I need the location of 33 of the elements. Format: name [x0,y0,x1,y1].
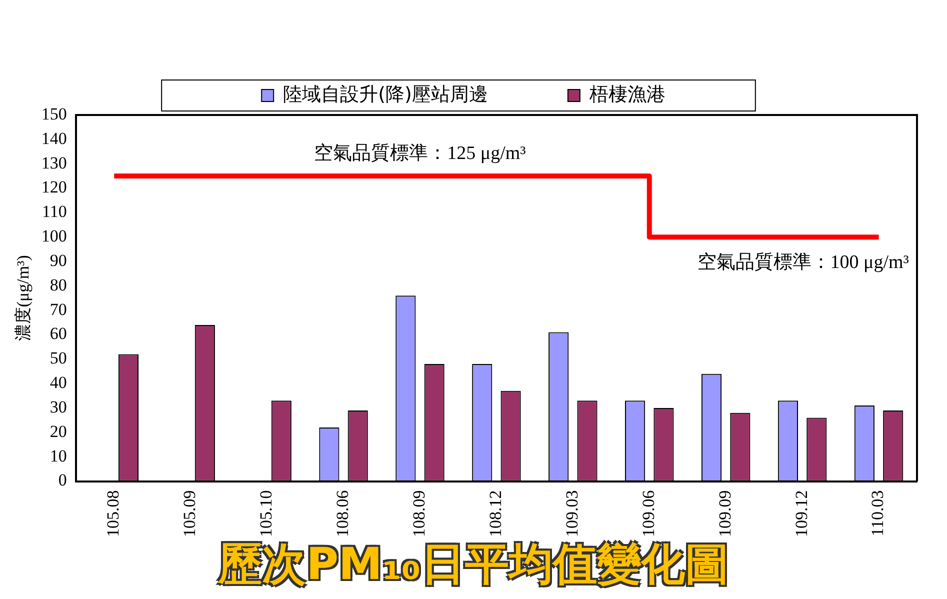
y-tick-label: 130 [41,153,67,172]
annotation: 空氣品質標準：100 μg/m³ [697,251,910,274]
y-tick-label: 40 [50,373,67,392]
y-tick-label: 0 [58,470,67,490]
annotation: 空氣品質標準：125 μg/m³ [314,142,526,164]
y-axis-title: 濃度(μg/m³) [14,255,33,342]
x-tick-label: 105.08 [104,490,123,537]
x-tick-label: 108.06 [332,490,352,537]
legend-label: 陸域自設升(降)壓站周邊 [283,83,488,106]
x-tick-label: 109.12 [792,490,811,537]
x-tick-label: 110.03 [868,490,888,536]
y-tick-label: 70 [50,300,67,319]
y-tick-label: 30 [50,397,67,416]
x-tick-label: 109.03 [562,490,582,537]
y-tick-label: 120 [41,178,67,197]
y-tick-label: 50 [50,348,67,368]
x-tick-label: 109.06 [638,490,658,537]
y-tick-label: 110 [42,202,67,222]
x-tick-label: 105.09 [180,490,200,537]
x-tick-label: 108.12 [486,490,505,537]
y-tick-label: 60 [50,324,67,344]
legend-label: 梧棲漁港 [588,83,666,106]
x-tick-label: 105.10 [256,490,276,537]
y-tick-label: 20 [50,422,67,441]
text: 歷次PM₁₀日平均值變化圖 [218,539,729,590]
y-tick-label: 100 [41,226,67,246]
y-tick-label: 80 [50,275,67,294]
y-tick-label: 140 [41,128,67,148]
y-tick-label: 90 [50,250,67,270]
x-tick-label: 109.09 [715,490,734,537]
y-tick-label: 10 [50,446,67,466]
x-tick-label: 108.09 [409,490,428,537]
y-tick-label: 150 [41,104,67,124]
